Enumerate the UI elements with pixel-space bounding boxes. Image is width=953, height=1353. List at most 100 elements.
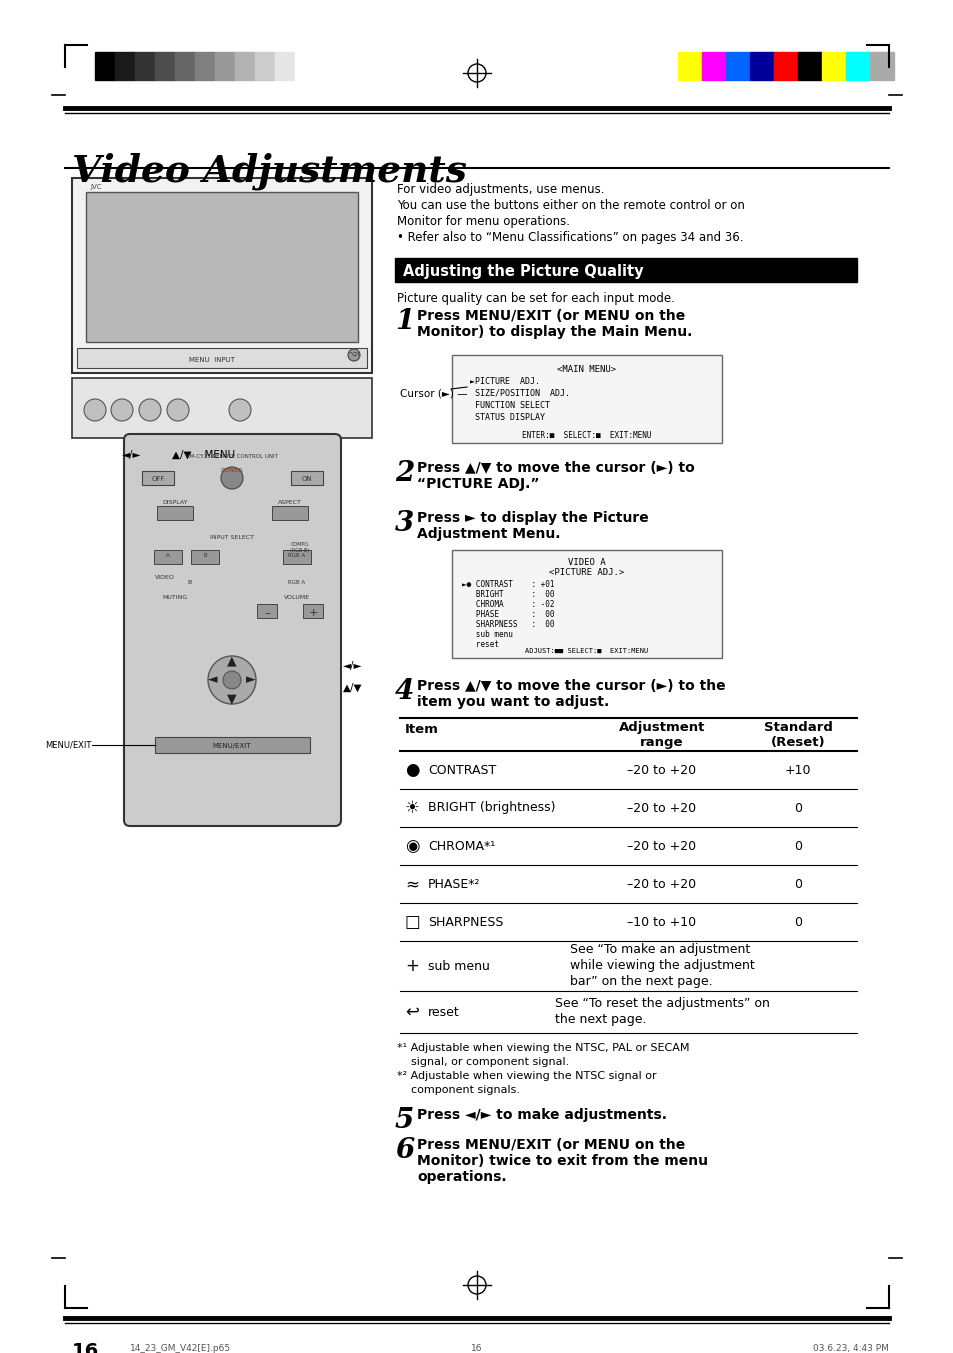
Text: 0: 0 bbox=[793, 878, 801, 890]
Text: Press ◄/► to make adjustments.: Press ◄/► to make adjustments. bbox=[416, 1108, 666, 1122]
Text: –10 to +10: –10 to +10 bbox=[627, 916, 696, 928]
Text: Monitor) twice to exit from the menu: Monitor) twice to exit from the menu bbox=[416, 1154, 707, 1168]
Bar bbox=[272, 506, 308, 520]
Text: ▲/▼: ▲/▼ bbox=[343, 683, 362, 693]
Text: ◉: ◉ bbox=[405, 838, 419, 855]
Text: ↩: ↩ bbox=[405, 1003, 418, 1022]
Text: +: + bbox=[308, 607, 317, 618]
Bar bbox=[86, 192, 357, 342]
Text: –20 to +20: –20 to +20 bbox=[627, 839, 696, 852]
Text: ►PICTURE  ADJ.: ►PICTURE ADJ. bbox=[470, 377, 539, 386]
Bar bbox=[191, 551, 219, 564]
Circle shape bbox=[111, 399, 132, 421]
Text: 0: 0 bbox=[793, 916, 801, 928]
Text: –20 to +20: –20 to +20 bbox=[627, 763, 696, 777]
Text: SHARPNESS   :  00: SHARPNESS : 00 bbox=[461, 620, 554, 629]
Circle shape bbox=[348, 349, 359, 361]
Text: Press MENU/EXIT (or MENU on the: Press MENU/EXIT (or MENU on the bbox=[416, 308, 684, 323]
Text: SIZE/POSITION  ADJ.: SIZE/POSITION ADJ. bbox=[470, 390, 569, 398]
FancyBboxPatch shape bbox=[124, 434, 340, 825]
Text: ☀: ☀ bbox=[405, 800, 419, 817]
Text: 3: 3 bbox=[395, 510, 414, 537]
Bar bbox=[174, 51, 194, 80]
Text: +: + bbox=[405, 957, 418, 976]
Text: VOLUME: VOLUME bbox=[284, 595, 310, 599]
Circle shape bbox=[84, 399, 106, 421]
Text: 1: 1 bbox=[395, 308, 414, 336]
Text: MENU/EXIT: MENU/EXIT bbox=[213, 743, 251, 750]
Text: • Refer also to “Menu Classifications” on pages 34 and 36.: • Refer also to “Menu Classifications” o… bbox=[396, 231, 742, 244]
Text: ADJUST:■■ SELECT:■  EXIT:MENU: ADJUST:■■ SELECT:■ EXIT:MENU bbox=[525, 648, 648, 653]
Bar bbox=[869, 51, 893, 80]
Text: ▼: ▼ bbox=[227, 693, 236, 705]
Bar bbox=[725, 51, 749, 80]
Text: item you want to adjust.: item you want to adjust. bbox=[416, 695, 609, 709]
Bar bbox=[283, 551, 311, 564]
Text: DISPLAY: DISPLAY bbox=[162, 501, 188, 505]
Bar bbox=[71, 377, 372, 438]
Text: ►: ► bbox=[246, 674, 255, 686]
Text: VIDEO: VIDEO bbox=[154, 575, 174, 580]
Text: Video Adjustments: Video Adjustments bbox=[71, 152, 466, 189]
Text: –20 to +20: –20 to +20 bbox=[627, 801, 696, 815]
Text: Monitor) to display the Main Menu.: Monitor) to display the Main Menu. bbox=[416, 325, 692, 340]
Text: +10: +10 bbox=[784, 763, 810, 777]
Text: 16: 16 bbox=[71, 1342, 99, 1353]
Text: BRIGHT (brightness): BRIGHT (brightness) bbox=[428, 801, 555, 815]
Text: ASPECT: ASPECT bbox=[277, 501, 301, 505]
Text: ▲/▼    MENU: ▲/▼ MENU bbox=[172, 451, 234, 460]
Text: reset: reset bbox=[461, 640, 498, 649]
Bar bbox=[701, 51, 725, 80]
Text: ◄: ◄ bbox=[208, 674, 217, 686]
Bar bbox=[678, 51, 701, 80]
Text: COMPO.
(RGB B): COMPO. (RGB B) bbox=[290, 543, 310, 553]
Text: *¹ Adjustable when viewing the NTSC, PAL or SECAM: *¹ Adjustable when viewing the NTSC, PAL… bbox=[396, 1043, 689, 1053]
Text: □: □ bbox=[405, 913, 420, 931]
Text: Picture quality can be set for each input mode.: Picture quality can be set for each inpu… bbox=[396, 292, 674, 304]
Text: B: B bbox=[188, 580, 192, 584]
Bar bbox=[395, 258, 856, 281]
Text: ◄/►: ◄/► bbox=[122, 451, 141, 460]
Bar bbox=[749, 51, 773, 80]
Text: 0: 0 bbox=[793, 839, 801, 852]
Text: 2: 2 bbox=[395, 460, 414, 487]
Bar bbox=[821, 51, 845, 80]
Text: You can use the buttons either on the remote control or on: You can use the buttons either on the re… bbox=[396, 199, 744, 212]
Text: ●: ● bbox=[405, 760, 419, 779]
Text: Press ► to display the Picture: Press ► to display the Picture bbox=[416, 511, 648, 525]
Text: Monitor for menu operations.: Monitor for menu operations. bbox=[396, 215, 569, 229]
Text: B: B bbox=[203, 553, 207, 557]
Bar bbox=[115, 51, 135, 80]
Text: sub menu: sub menu bbox=[428, 959, 489, 973]
Text: JVC: JVC bbox=[90, 184, 101, 189]
Text: 0: 0 bbox=[793, 801, 801, 815]
Text: PHASE       :  00: PHASE : 00 bbox=[461, 610, 554, 620]
Circle shape bbox=[223, 671, 241, 689]
Bar bbox=[71, 179, 372, 373]
Text: 4: 4 bbox=[395, 678, 414, 705]
Text: –: – bbox=[264, 607, 270, 618]
Text: PHASE*²: PHASE*² bbox=[428, 878, 480, 890]
Bar bbox=[291, 471, 323, 484]
Text: See “To make an adjustment
while viewing the adjustment
bar” on the next page.: See “To make an adjustment while viewing… bbox=[569, 943, 754, 989]
Text: MENU/EXIT: MENU/EXIT bbox=[46, 740, 91, 750]
Text: Item: Item bbox=[405, 723, 438, 736]
Text: ►● CONTRAST    : +01: ►● CONTRAST : +01 bbox=[461, 580, 554, 589]
Text: ◄/►: ◄/► bbox=[343, 662, 362, 671]
Text: See “To reset the adjustments” on
the next page.: See “To reset the adjustments” on the ne… bbox=[554, 997, 769, 1027]
Bar bbox=[77, 348, 367, 368]
Bar bbox=[254, 51, 274, 80]
Circle shape bbox=[208, 656, 255, 704]
Text: Adjustment Menu.: Adjustment Menu. bbox=[416, 528, 560, 541]
Text: component signals.: component signals. bbox=[396, 1085, 519, 1095]
Text: SHARPNESS: SHARPNESS bbox=[428, 916, 503, 928]
Bar bbox=[274, 51, 294, 80]
Bar bbox=[95, 51, 115, 80]
Bar bbox=[234, 51, 254, 80]
Text: Cursor (►) —: Cursor (►) — bbox=[399, 388, 467, 398]
Bar bbox=[153, 551, 182, 564]
Bar bbox=[303, 603, 323, 618]
Text: Press ▲/▼ to move the cursor (►) to the: Press ▲/▼ to move the cursor (►) to the bbox=[416, 679, 725, 693]
Text: ENTER:■  SELECT:■  EXIT:MENU: ENTER:■ SELECT:■ EXIT:MENU bbox=[521, 432, 651, 440]
Text: “PICTURE ADJ.”: “PICTURE ADJ.” bbox=[416, 478, 539, 491]
